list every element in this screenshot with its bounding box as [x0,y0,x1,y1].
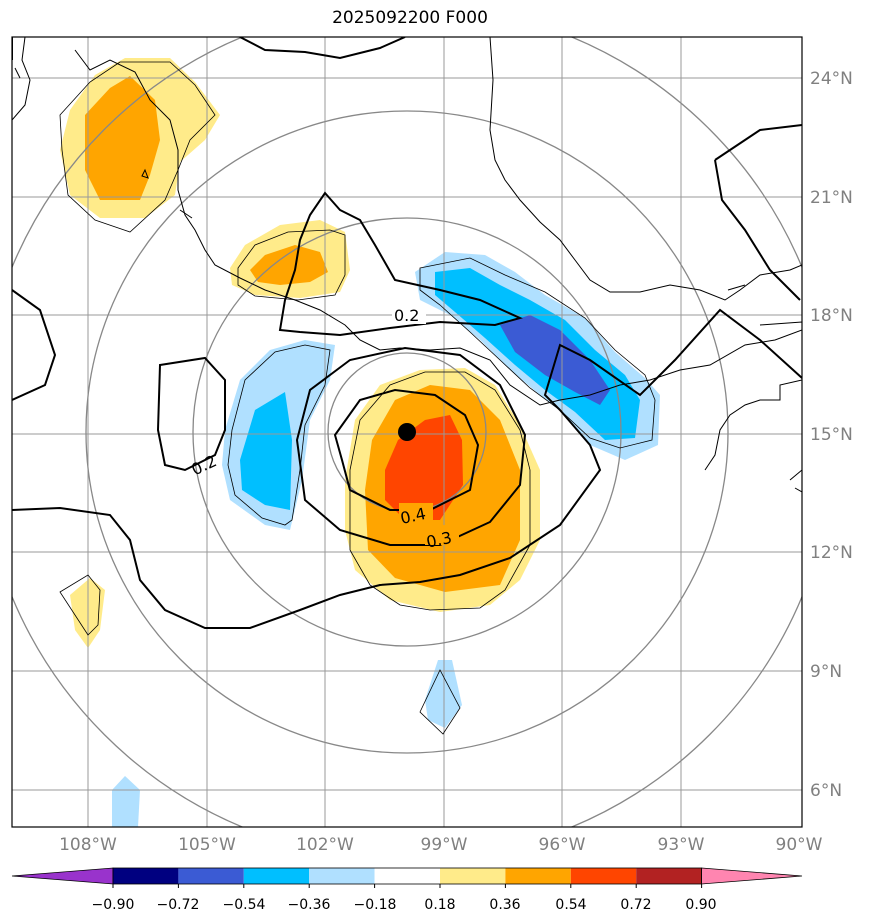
map-title: 2025092200 F000 [332,8,488,28]
colorbar-tick-3: −0.36 [288,897,331,913]
colorbar-segment-8 [636,868,702,884]
lon-label-99w: 99°W [421,835,468,855]
colorbar: −0.90 −0.72 −0.54 −0.36 −0.18 0.18 0.36 … [11,867,803,913]
lon-label-108w: 108°W [59,835,117,855]
latitude-labels: 24°N 21°N 18°N 15°N 12°N 9°N 6°N [810,69,853,801]
colorbar-segment-7 [570,868,637,884]
anomaly-w-skyblue [240,392,292,510]
colorbar-extend-low [11,867,114,885]
colorbar-tick-2: −0.54 [223,897,266,913]
map-area [12,37,802,827]
colorbar-segment-0 [113,868,179,884]
lat-label-15n: 15°N [810,425,853,445]
lat-label-6n: 6°N [810,781,842,801]
colorbar-segment-2 [243,868,310,884]
lon-label-96w: 96°W [539,835,586,855]
lat-label-21n: 21°N [810,188,853,208]
colorbar-segments [11,867,803,888]
colorbar-segment-6 [505,868,571,884]
colorbar-segment-1 [178,868,244,884]
colorbar-tick-4: −0.18 [354,897,397,913]
lon-label-93w: 93°W [658,835,705,855]
colorbar-tick-7: 0.54 [555,897,586,913]
contour-label-0: 0.2 [394,306,419,325]
anomaly-sw-corner-lightblue [112,776,140,827]
colorbar-segment-5 [440,868,506,884]
anomaly-nw-orange [85,76,160,200]
contour-label-2: 0.4 [399,504,428,528]
lon-label-90w: 90°W [776,835,823,855]
colorbar-tick-6: 0.36 [489,897,520,913]
negative-anomaly-shading [112,252,660,827]
colorbar-frame [112,867,702,885]
lon-label-102w: 102°W [296,835,354,855]
colorbar-tick-5: 0.18 [424,897,455,913]
lat-label-9n: 9°N [810,662,842,682]
anomaly-nc-orange [250,245,328,285]
contour-label-3: 0.3 [425,528,454,552]
lat-label-18n: 18°N [810,306,853,326]
coastlines [12,37,802,493]
colorbar-extend-high [701,867,803,885]
colorbar-tick-9: 0.90 [685,897,716,913]
thick-contours [12,37,802,629]
lat-label-12n: 12°N [810,543,853,563]
colorbar-tick-8: 0.72 [620,897,651,913]
lat-label-24n: 24°N [810,69,853,89]
colorbar-segment-4 [374,868,440,884]
lon-label-105w: 105°W [178,835,236,855]
colorbar-labels: −0.90 −0.72 −0.54 −0.36 −0.18 0.18 0.36 … [92,897,717,913]
longitude-labels: 108°W 105°W 102°W 99°W 96°W 93°W 90°W [59,835,823,855]
colorbar-tick-0: −0.90 [92,897,135,913]
storm-center-marker [398,423,416,441]
map-frame [11,36,803,828]
colorbar-tick-1: −0.72 [157,897,200,913]
colorbar-segment-3 [309,868,375,884]
thin-contours [59,61,656,735]
